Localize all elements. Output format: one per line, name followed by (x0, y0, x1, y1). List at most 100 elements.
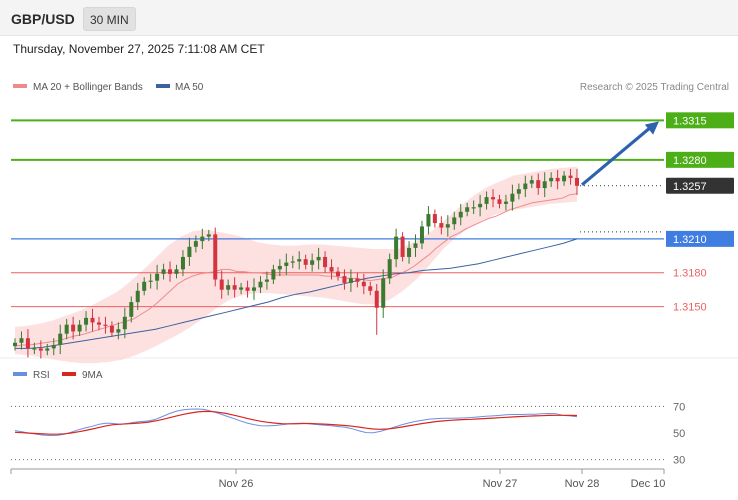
timeframe-button[interactable]: 30 MIN (83, 7, 136, 31)
research-credit: Research © 2025 Trading Central (580, 82, 729, 93)
candle-body (180, 256, 185, 270)
candle-body (407, 247, 412, 257)
candle-body (419, 226, 424, 244)
candle-body (219, 279, 224, 290)
support-level-label: 1.3180 (673, 268, 707, 280)
candle-body (542, 181, 547, 189)
ma20-line (14, 193, 578, 347)
candle-body (562, 175, 567, 182)
candle-body (258, 281, 263, 288)
candle-body (303, 259, 308, 265)
x-axis-label: Nov 28 (565, 478, 600, 490)
bollinger-band-area (15, 166, 577, 364)
candle-body (510, 193, 515, 202)
candle-body (64, 324, 69, 334)
candle-body (135, 290, 140, 303)
candle-body (290, 261, 295, 263)
candle-body (38, 348, 43, 351)
candle-body (77, 324, 82, 332)
candle-body (109, 325, 114, 333)
x-axis-label: Dec 10 (631, 478, 666, 490)
candle-body (232, 285, 237, 290)
candle-body (342, 276, 347, 283)
candle-body (25, 338, 30, 349)
candle-body (323, 256, 328, 268)
candle-body (174, 269, 179, 274)
rsi-ma-line (14, 410, 578, 435)
rsi-tick-label: 70 (673, 401, 685, 413)
candle-body (116, 329, 121, 333)
price-tag-current-label: 1.3257 (673, 181, 707, 193)
rsi-tick-label: 30 (673, 455, 685, 467)
candle-body (32, 348, 37, 350)
price-tag-resistance-label: 1.3315 (673, 115, 707, 127)
candle-body (187, 246, 192, 257)
candle-body (381, 278, 386, 308)
chart-header: GBP/USD 30 MIN (0, 0, 738, 36)
candle-body (549, 177, 554, 182)
candle-body (161, 269, 166, 274)
candle-body (394, 236, 399, 260)
symbol-label: GBP/USD (11, 11, 75, 27)
candle-body (90, 317, 95, 323)
candle-body (96, 322, 101, 325)
candle-body (148, 280, 153, 282)
candle-body (200, 236, 205, 242)
candle-body (413, 243, 418, 248)
candle-body (452, 217, 457, 225)
candle-body (129, 302, 134, 317)
price-tag-current (666, 177, 734, 194)
candle-body (555, 177, 560, 182)
candle-body (142, 281, 147, 291)
rsi-legend-swatch (13, 372, 27, 376)
price-tag-resistance (666, 112, 734, 129)
candle-body (51, 345, 56, 349)
candle-body (155, 273, 160, 281)
support-level-label: 1.3150 (673, 302, 707, 314)
rsi-ma-legend-swatch (62, 372, 76, 376)
candle-body (491, 197, 496, 200)
candle-body (122, 316, 127, 330)
candle-body (368, 286, 373, 291)
candle-body (297, 259, 302, 262)
candle-body (445, 224, 450, 228)
candle-body (168, 269, 173, 274)
candle-body (497, 199, 502, 204)
rsi-line (14, 408, 578, 437)
candle-body (536, 180, 541, 189)
candle-body (45, 348, 50, 351)
ma50-line (15, 238, 578, 349)
candle-body (516, 189, 521, 194)
x-axis-label: Nov 27 (483, 478, 518, 490)
candle-body (277, 265, 282, 270)
candle-body (206, 234, 211, 237)
candle-body (71, 324, 76, 332)
rsi-ma-legend-label: 9MA (82, 370, 103, 381)
candle-body (568, 175, 573, 178)
candle-body (484, 197, 489, 204)
candle-body (239, 287, 244, 290)
candle-body (458, 211, 463, 218)
candle-body (387, 259, 392, 279)
x-axis-label: Nov 26 (219, 478, 254, 490)
price-tag-pivot (666, 230, 734, 247)
candle-body (355, 278, 360, 282)
candle-body (226, 285, 231, 290)
ma20-legend-label: MA 20 + Bollinger Bands (33, 82, 143, 93)
candle-body (523, 183, 528, 190)
candle-body (439, 223, 444, 228)
projection-arrow-shaft (580, 124, 655, 187)
projection-arrow-head (644, 121, 659, 135)
candle-body (252, 287, 257, 291)
price-tag-resistance (666, 151, 734, 168)
candle-body (245, 287, 250, 291)
candle-body (193, 241, 198, 247)
candle-body (503, 201, 508, 204)
rsi-tick-label: 50 (673, 428, 685, 440)
candle-body (84, 317, 89, 325)
candle-body (310, 260, 315, 265)
candle-body (471, 207, 476, 209)
candle-body (58, 333, 63, 345)
